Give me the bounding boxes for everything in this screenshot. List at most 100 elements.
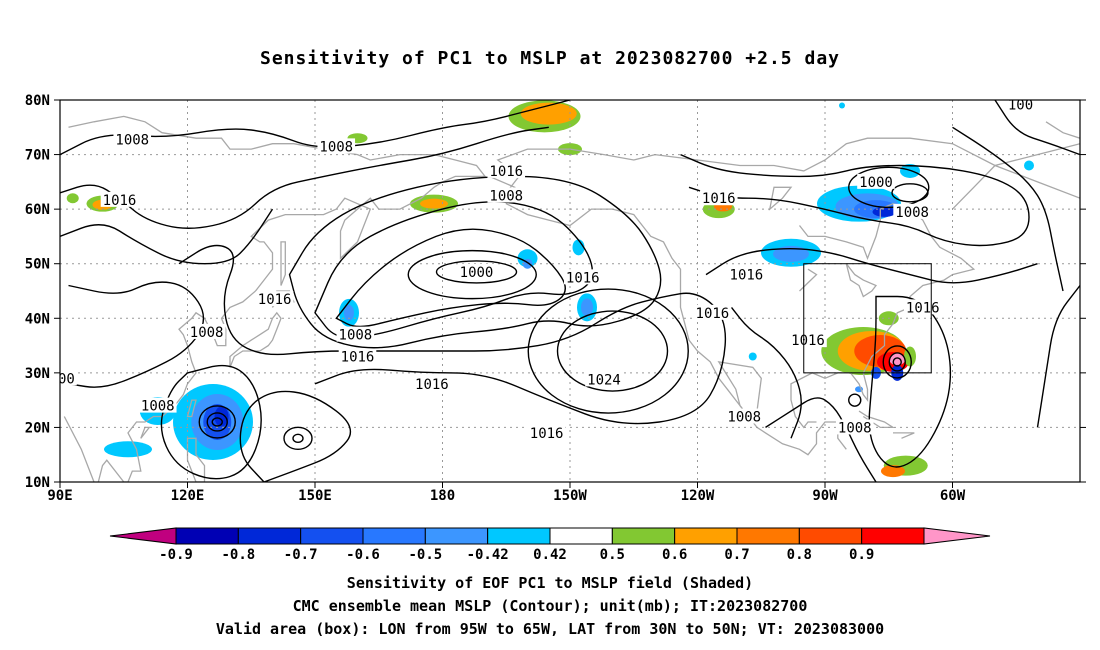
colorbar-cell — [300, 527, 364, 545]
contour-label-bg — [835, 419, 874, 435]
colorbar-cell — [736, 527, 800, 545]
contour-1020-azores — [1036, 285, 1080, 428]
coast-hispaniola — [893, 432, 915, 439]
shade-cyan-aleutian — [517, 249, 538, 268]
gridlines — [60, 100, 1080, 482]
contour-label: 1008 — [838, 420, 872, 436]
coast-luzon — [186, 437, 206, 482]
contour-label-bg — [317, 138, 356, 154]
mslp-contours — [60, 100, 1080, 482]
lon-label: 90E — [47, 488, 72, 504]
colorbar-cell — [362, 527, 426, 545]
colorbar-label: 0.7 — [724, 547, 749, 563]
colorbar-label: -0.42 — [467, 547, 509, 563]
contour-label-bg — [100, 191, 139, 207]
shade-blue-plains — [773, 245, 809, 262]
contour-1016-mexico — [730, 306, 802, 439]
contour-label-bg — [113, 131, 152, 147]
axis-ticks — [54, 99, 1086, 488]
contour-label-bg — [60, 370, 77, 386]
shade-blue-midpac — [581, 298, 593, 317]
shade-orange-northpac — [520, 102, 577, 125]
coast-greenland-west — [952, 143, 1080, 210]
contour-1008-greenland — [994, 100, 1080, 156]
lon-label: 180 — [430, 488, 455, 504]
contour-label-bg — [693, 304, 732, 320]
colorbar-cell — [424, 527, 489, 545]
coast-lake-superior — [799, 268, 818, 292]
contour-1016-aleutian — [288, 175, 662, 349]
shade-navy-wpac-core — [214, 406, 229, 427]
colorbar-label: 0.42 — [533, 547, 567, 563]
contour-label-bg — [187, 323, 226, 339]
contour-label-bg — [699, 190, 738, 206]
contour-1008-wpac — [160, 364, 262, 480]
lat-label: 20N — [25, 420, 50, 436]
contour-low-1000 — [435, 260, 518, 284]
coast-hainan — [140, 426, 151, 439]
contour-label: 1000 — [859, 175, 893, 191]
contour-gulf-low — [848, 393, 862, 407]
shade-orange-bering — [420, 198, 448, 209]
valid-area-box — [803, 263, 932, 374]
lat-label: 70N — [25, 148, 50, 164]
colorbar-labels: -0.9 -0.8 -0.7 -0.6 -0.5 -0.42 0.42 0.5 0.6 0.7 0.… — [159, 547, 874, 563]
contour-cyclone-2 — [888, 352, 906, 372]
contour-label: 1008 — [141, 399, 175, 415]
coast-lake-canada — [768, 186, 793, 211]
colorbar-label: 0.5 — [600, 547, 625, 563]
colorbar-cell — [611, 527, 676, 545]
lon-label: 150E — [298, 488, 332, 504]
contour-typhoon-2 — [206, 412, 228, 432]
contour-label: 1016 — [341, 349, 375, 365]
contour-cyclone-1 — [892, 357, 902, 367]
colorbar-label: 0.9 — [849, 547, 874, 563]
contour-label-bg — [527, 424, 566, 440]
contour-typhoon-1 — [211, 417, 223, 427]
lon-label: 120E — [171, 488, 205, 504]
lon-label: 120W — [681, 488, 715, 504]
contour-label: 1016 — [103, 193, 137, 209]
lat-label: 10N — [25, 475, 50, 491]
contour-label: 1016 — [702, 191, 736, 207]
contour-label-bg — [563, 269, 602, 285]
contour-label: 100 — [1008, 97, 1033, 113]
contour-1016-nam — [705, 248, 1038, 284]
contour-1008-caribbean — [765, 397, 877, 482]
contour-wpac-low-outer — [283, 426, 313, 451]
contour-label-bg — [457, 263, 496, 279]
contour-label: 1016 — [489, 164, 523, 180]
contour-label: 00 — [58, 371, 75, 387]
shade-cyan-indochina — [104, 441, 152, 458]
contour-1012-wpac — [239, 390, 352, 482]
lat-label: 60N — [25, 202, 50, 218]
contour-low-hudson-inner — [891, 183, 929, 203]
coast-taiwan — [186, 399, 197, 418]
contour-low-1004 — [407, 249, 537, 300]
contour-label-bg — [903, 299, 942, 315]
lat-label: 30N — [25, 366, 50, 382]
colorbar-cell — [237, 527, 302, 545]
lon-label: 60W — [940, 488, 966, 504]
colorbar-label: 0.8 — [787, 547, 812, 563]
contour-label: 1016 — [566, 270, 600, 286]
contour-label: 1000 — [460, 265, 494, 281]
contour-label: 1008 — [727, 410, 761, 426]
coast-americas-west — [489, 175, 847, 456]
contour-label-bg — [789, 332, 827, 348]
coast-great-lakes — [845, 263, 878, 298]
lat-label: 40N — [25, 311, 50, 327]
contour-wpac-low-inner — [292, 433, 304, 444]
coast-sakhalin — [280, 241, 286, 286]
contour-label: 1024 — [587, 372, 621, 388]
colorbar-cell — [674, 527, 738, 545]
contour-1016-midlat — [178, 244, 727, 425]
contour-label-bg — [857, 173, 895, 189]
lat-label: 80N — [25, 93, 50, 109]
contour-label: 1008 — [339, 328, 373, 344]
contour-1008-canada — [680, 153, 1030, 247]
coast-greenland-north — [1045, 121, 1080, 139]
contour-1008-asia — [68, 281, 205, 388]
contour-label: 1016 — [258, 292, 292, 308]
